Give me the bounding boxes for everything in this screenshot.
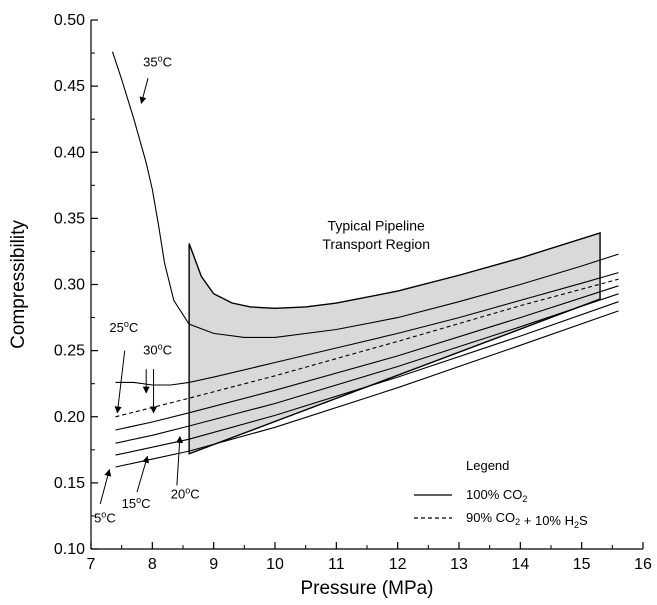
series-line-5 [115,301,619,456]
y-tick-label: 0.25 [54,343,85,360]
transport-region-layer [188,231,601,455]
x-tick-label: 10 [266,556,284,573]
y-tick-label: 0.35 [54,210,85,227]
x-tick-label: 13 [450,556,468,573]
series-line-1 [115,272,619,386]
x-tick-label: 9 [209,556,218,573]
temperature-label-15: 15oC [122,495,151,511]
temperature-label-35: 35oC [143,53,172,69]
x-tick-label: 12 [389,556,407,573]
temperature-label-25: 25oC [109,319,138,335]
x-tick-label: 15 [573,556,591,573]
temperature-arrow-35 [139,78,149,104]
x-tick-label: 14 [511,556,529,573]
temperature-label-20: 20oC [171,486,200,502]
temperature-arrow-25 [114,350,126,414]
series-line-4 [115,293,619,444]
y-tick-label: 0.20 [54,409,85,426]
x-tick-label: 8 [148,556,157,573]
transport-region [188,231,601,455]
x-tick-label: 11 [328,556,345,573]
legend-title: Legend [466,458,509,473]
series-line-6 [115,310,619,468]
y-tick-label: 0.40 [54,144,85,161]
temperature-arrow-20 [176,435,184,486]
annotations-layer: 35oC 25oC 30oC 15oC 20oC 5oC [94,53,200,525]
y-tick-label: 0.50 [54,12,85,29]
temperature-label-30: 30oC [143,342,172,358]
temperature-label-5: 5oC [94,510,116,526]
legend-label-100-co2: 100% CO2 [466,487,527,504]
legend: Legend 100% CO2 90% CO2 + 10% H2S [414,458,588,530]
y-tick-label: 0.15 [54,475,85,492]
x-tick-label: 16 [634,556,652,573]
x-axis-label: Pressure (MPa) [300,578,433,599]
y-tick-label: 0.30 [54,277,85,294]
region-label-line1: Typical Pipeline [328,217,425,233]
series-line-3 [115,285,619,431]
region-label-line2: Transport Region [322,236,430,252]
temperature-arrow-5 [99,468,112,505]
temperature-arrow-15 [136,455,150,493]
legend-label-co2-h2s: 90% CO2 + 10% H2S [466,510,588,530]
y-tick-label: 0.45 [54,78,85,95]
y-axis-label: Compressibility [8,220,29,349]
ticks-layer: 7 8 9 10 11 12 13 14 15 16 0.10 0.15 0.20 0.25 0.30 0.3… [54,12,652,573]
series-line-0 [111,51,619,338]
y-tick-label: 0.10 [54,541,85,558]
x-tick-label: 7 [87,556,96,573]
